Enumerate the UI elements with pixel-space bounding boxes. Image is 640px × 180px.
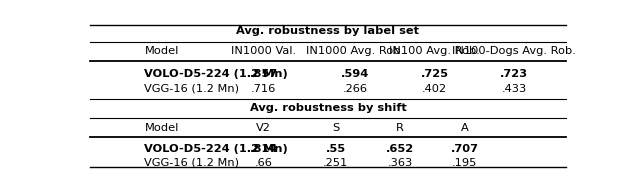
- Text: IN100-Dogs Avg. Rob.: IN100-Dogs Avg. Rob.: [452, 46, 576, 56]
- Text: .814: .814: [250, 144, 278, 154]
- Text: R: R: [396, 123, 404, 133]
- Text: .55: .55: [325, 144, 346, 154]
- Text: .716: .716: [251, 84, 276, 94]
- Text: .707: .707: [451, 144, 479, 154]
- Text: V2: V2: [256, 123, 271, 133]
- Text: IN1000 Val.: IN1000 Val.: [231, 46, 296, 56]
- Text: .723: .723: [500, 69, 528, 79]
- Text: Model: Model: [145, 123, 179, 133]
- Text: .266: .266: [343, 84, 368, 94]
- Text: VGG-16 (1.2 Mn): VGG-16 (1.2 Mn): [145, 158, 239, 168]
- Text: .195: .195: [452, 158, 477, 168]
- Text: Model: Model: [145, 46, 179, 56]
- Text: A: A: [461, 123, 468, 133]
- Text: .725: .725: [420, 69, 449, 79]
- Text: VGG-16 (1.2 Mn): VGG-16 (1.2 Mn): [145, 84, 239, 94]
- Text: S: S: [332, 123, 339, 133]
- Text: Avg. robustness by shift: Avg. robustness by shift: [250, 103, 406, 113]
- Text: .857: .857: [250, 69, 278, 79]
- Text: IN1000 Avg. Rob.: IN1000 Avg. Rob.: [306, 46, 404, 56]
- Text: .402: .402: [422, 84, 447, 94]
- Text: .652: .652: [386, 144, 414, 154]
- Text: .363: .363: [387, 158, 413, 168]
- Text: .251: .251: [323, 158, 348, 168]
- Text: VOLO-D5-224 (1.2 Mn): VOLO-D5-224 (1.2 Mn): [145, 69, 288, 79]
- Text: IN100 Avg. Rob.: IN100 Avg. Rob.: [389, 46, 480, 56]
- Text: .433: .433: [501, 84, 527, 94]
- Text: .594: .594: [341, 69, 369, 79]
- Text: Avg. robustness by label set: Avg. robustness by label set: [237, 26, 419, 36]
- Text: .66: .66: [255, 158, 273, 168]
- Text: VOLO-D5-224 (1.2 Mn): VOLO-D5-224 (1.2 Mn): [145, 144, 288, 154]
